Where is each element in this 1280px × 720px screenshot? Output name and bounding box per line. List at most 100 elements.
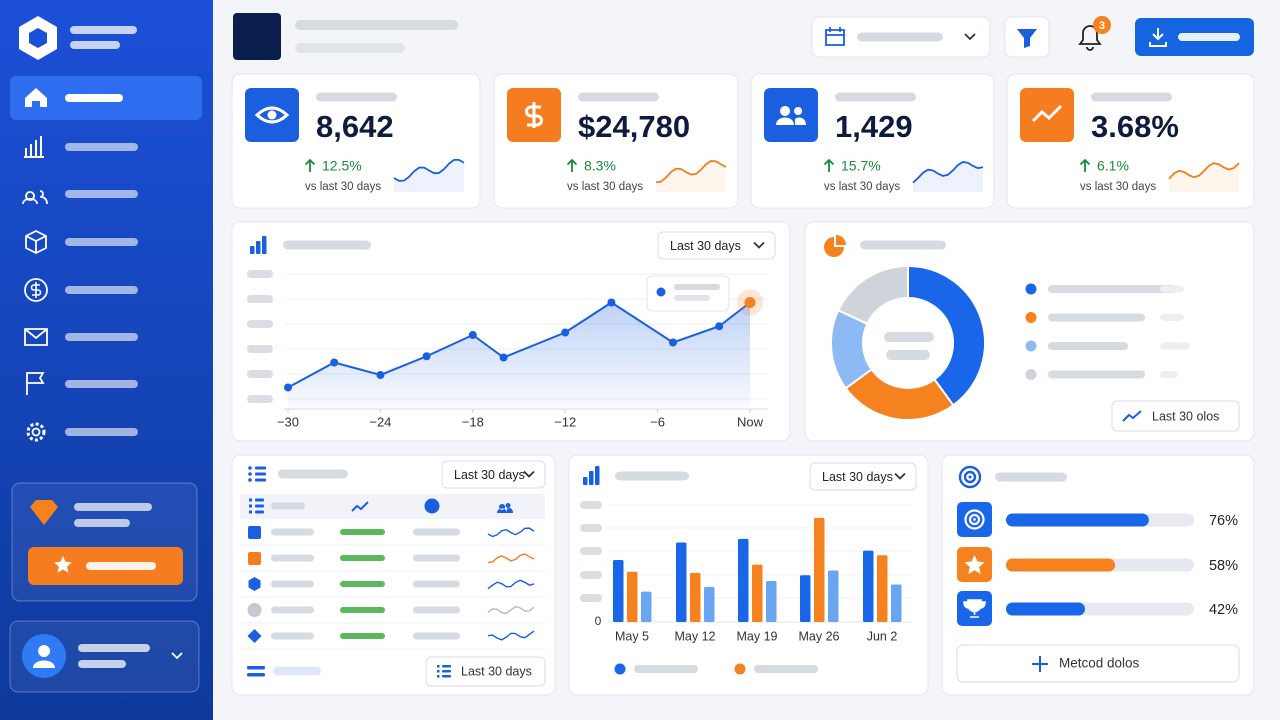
legend-dot <box>1025 312 1037 323</box>
icon-list-dot <box>437 675 440 678</box>
sparkline <box>487 553 535 564</box>
dropdown[interactable] <box>441 460 546 489</box>
kpi-change: 12.5% <box>322 158 362 174</box>
placeholder-bar <box>247 370 273 378</box>
icon-eye <box>254 106 290 124</box>
placeholder-bar <box>1048 313 1145 322</box>
line-point <box>744 297 756 308</box>
bar <box>814 517 825 622</box>
icon-target <box>973 518 976 521</box>
icon-star <box>964 555 985 574</box>
progress-pill <box>340 555 385 561</box>
placeholder-bar <box>295 20 458 30</box>
icon-target <box>958 465 982 489</box>
row-icon <box>248 577 261 591</box>
icon-list-dot <box>248 466 252 470</box>
icon-dollar <box>424 498 440 514</box>
placeholder-bar <box>1048 342 1128 350</box>
placeholder-bar <box>580 571 602 579</box>
x-tick-label: May 19 <box>737 629 778 643</box>
placeholder-bar <box>1160 342 1190 350</box>
sparkline-area <box>913 162 983 192</box>
footer-button[interactable] <box>425 656 546 687</box>
progress-pill <box>340 633 385 639</box>
add-button[interactable] <box>956 644 1240 683</box>
icon-list-line <box>255 510 264 514</box>
x-tick-label: May 5 <box>615 629 649 643</box>
icon-gear <box>26 422 46 442</box>
x-tick-label: −24 <box>369 414 391 429</box>
range-button[interactable] <box>1111 400 1240 432</box>
placeholder-bar <box>273 666 321 676</box>
bar <box>766 581 777 622</box>
chevron <box>523 470 535 478</box>
icon-list-line <box>255 466 266 470</box>
placeholder-bar <box>1048 370 1145 379</box>
dropdown[interactable] <box>657 231 776 260</box>
placeholder-bar <box>247 395 273 403</box>
bar <box>690 572 701 622</box>
icon-menu <box>247 666 265 670</box>
footer-button-label: Last 30 days <box>461 664 532 678</box>
icon-list-line <box>255 498 264 502</box>
dropdown[interactable] <box>809 462 917 491</box>
placeholder-bar <box>74 503 152 511</box>
icon-trophy <box>963 599 986 618</box>
kpi-value: 8,642 <box>316 109 394 144</box>
dropdown-label: Last 30 days <box>454 468 525 482</box>
range-button-label: Last 30 olos <box>1152 409 1219 423</box>
sparkline <box>393 158 465 182</box>
icon-up <box>566 158 578 172</box>
dropdown-label: Last 30 days <box>822 470 893 484</box>
placeholder-bar <box>754 665 818 673</box>
bar <box>877 555 888 622</box>
placeholder-bar <box>65 94 123 102</box>
placeholder-bar <box>295 43 405 53</box>
line-point <box>561 328 570 337</box>
y-tick-label: 0 <box>595 614 602 628</box>
icon-chart <box>24 136 44 158</box>
placeholder-bar <box>271 632 314 640</box>
kpi-icon <box>764 88 818 142</box>
goal-bar <box>1006 602 1085 616</box>
bar <box>704 586 715 622</box>
icon-list-line <box>442 675 451 678</box>
icon-users <box>776 106 806 125</box>
x-tick-label: −30 <box>277 414 299 429</box>
placeholder-bar <box>271 606 314 614</box>
sparkline <box>487 579 535 590</box>
x-tick-label: Jun 2 <box>867 629 898 643</box>
row-icon <box>247 629 262 643</box>
x-tick-label: −18 <box>462 414 484 429</box>
placeholder-bar <box>271 580 314 588</box>
legend-dot <box>614 663 626 675</box>
icon-download <box>1149 28 1167 47</box>
goal-bar <box>1006 558 1116 572</box>
placeholder-bar <box>1160 371 1178 378</box>
icon-list-dot <box>249 504 252 508</box>
sparkline-area <box>656 160 726 192</box>
icon-list-line <box>255 504 264 508</box>
placeholder-bar <box>65 333 138 341</box>
row-icon <box>248 552 261 565</box>
line-point <box>499 353 508 362</box>
legend-dot <box>1025 283 1037 295</box>
row-icon <box>248 526 261 539</box>
placeholder-bar <box>316 92 397 102</box>
placeholder-bar <box>271 528 314 536</box>
legend-dot <box>1025 340 1037 352</box>
goal-bar <box>1006 513 1149 527</box>
placeholder-bar <box>283 240 371 250</box>
placeholder-bar <box>884 332 934 342</box>
icon-target <box>968 513 981 526</box>
placeholder-bar <box>70 26 137 34</box>
placeholder-bar <box>65 380 138 388</box>
icon-bar <box>250 246 255 254</box>
placeholder-bar <box>580 501 602 509</box>
icon-list-dot <box>249 498 252 502</box>
icon-up <box>1079 158 1091 172</box>
bar <box>738 538 749 622</box>
x-tick-label: −12 <box>554 414 576 429</box>
placeholder-bar <box>65 143 138 151</box>
icon-users <box>22 190 48 205</box>
